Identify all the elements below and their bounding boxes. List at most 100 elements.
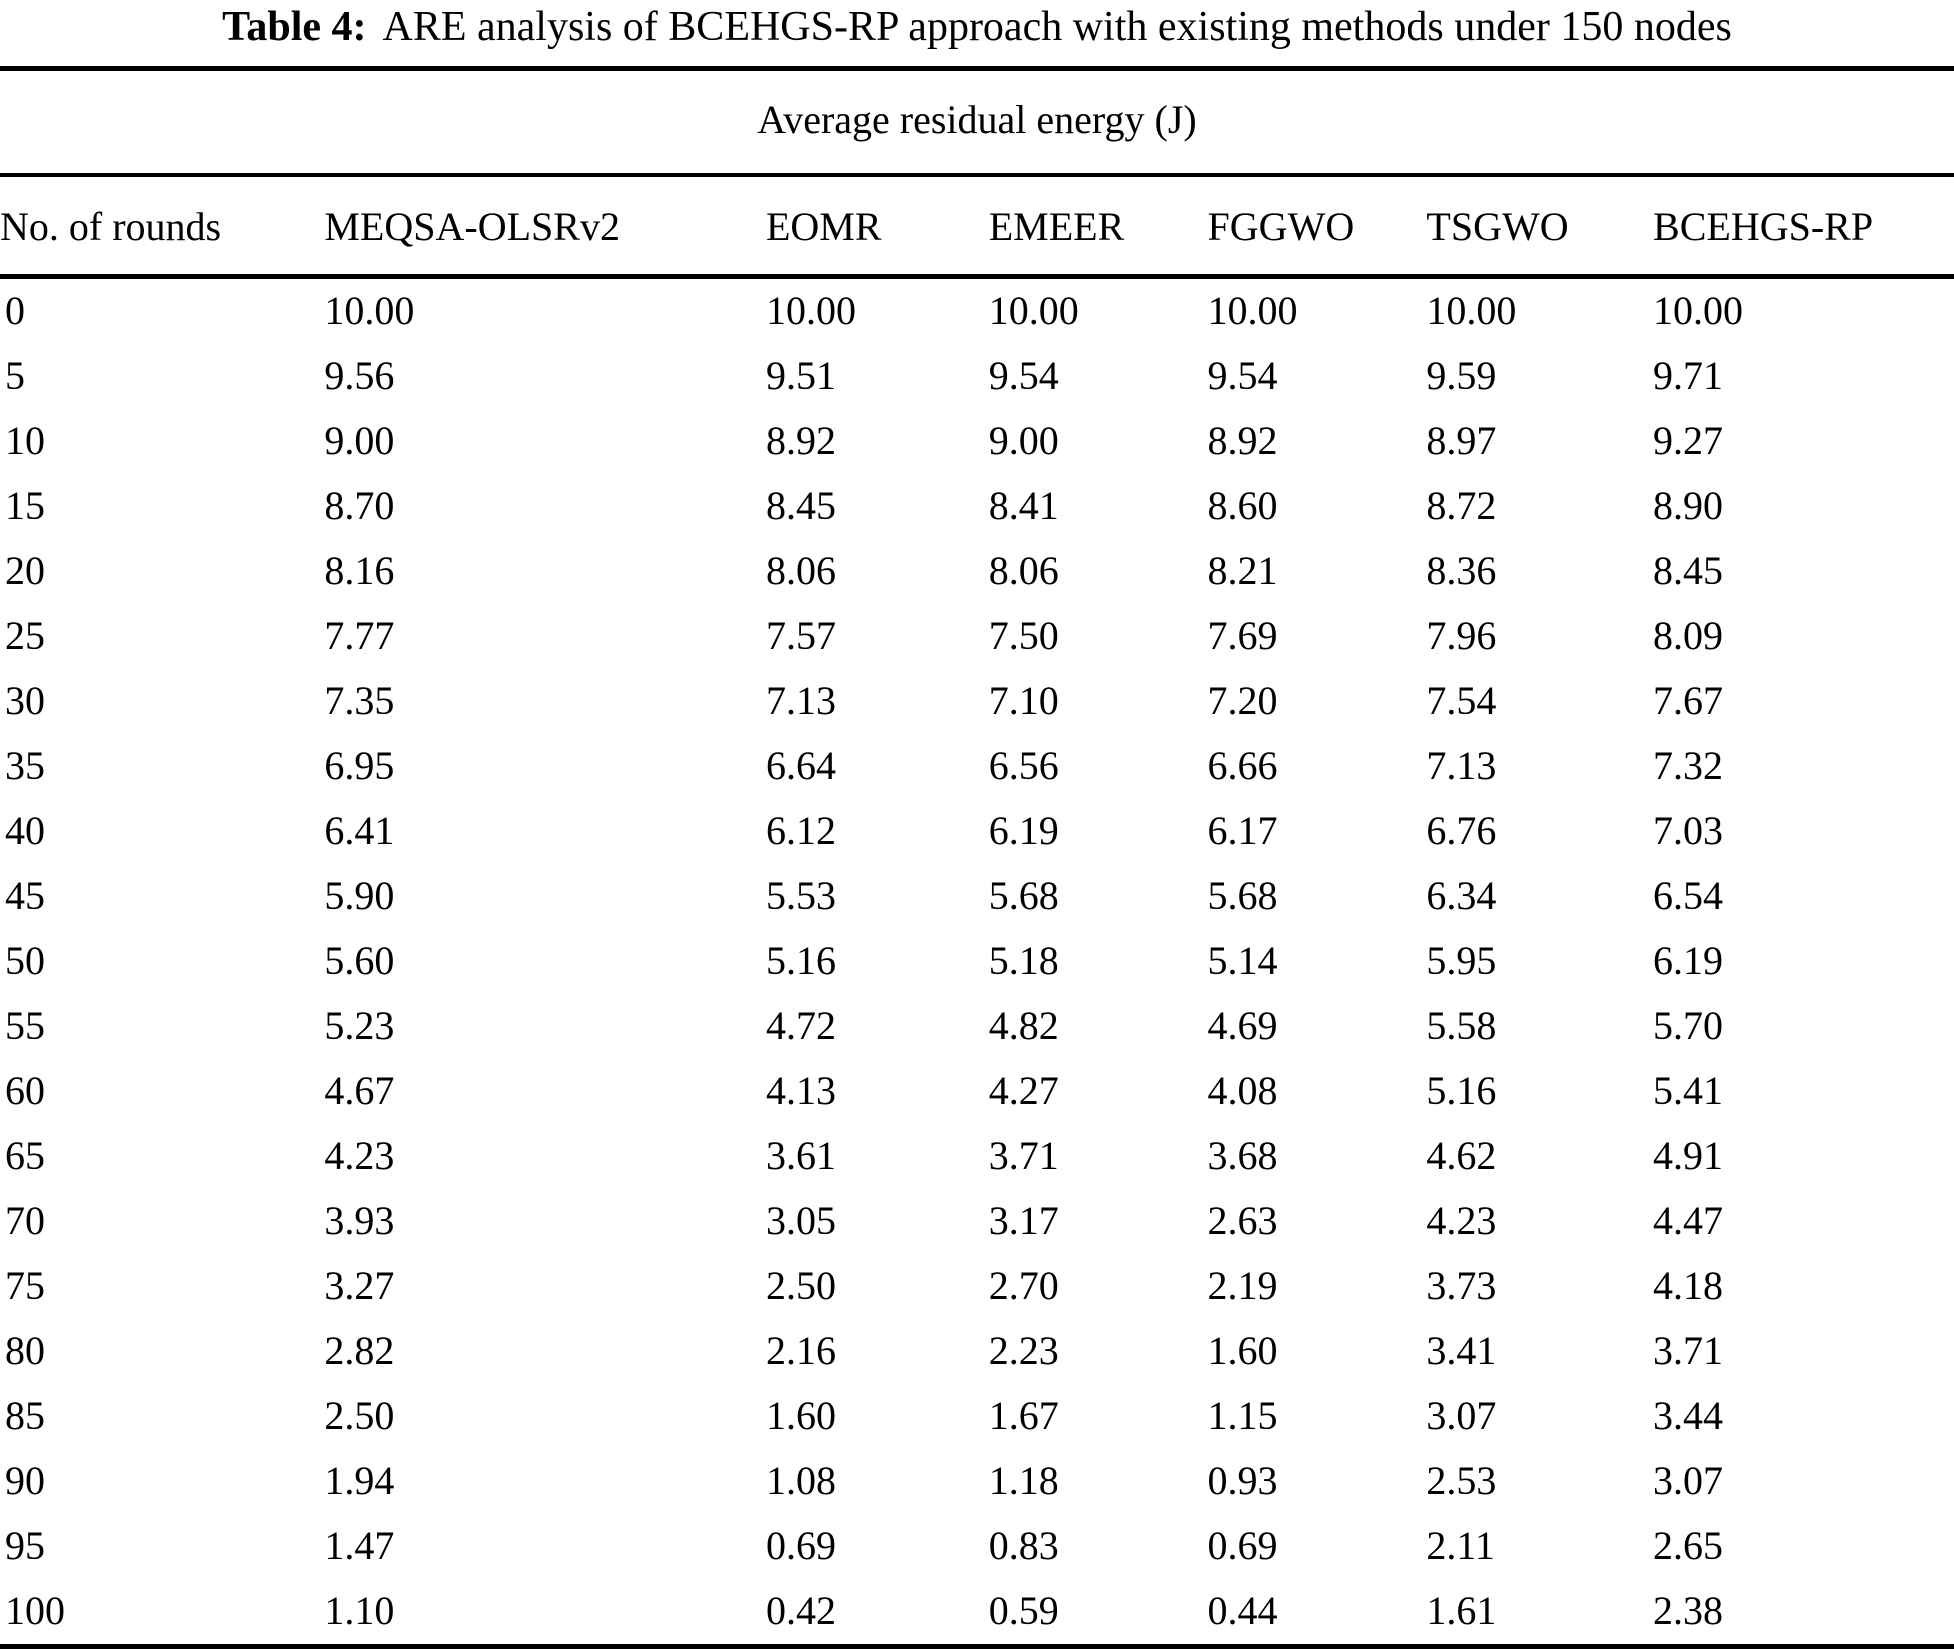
value-cell: 3.41	[1426, 1328, 1497, 1373]
value-cell: 3.17	[988, 1198, 1059, 1243]
value-cell: 4.47	[1653, 1198, 1724, 1243]
table-row: 65 4.23 3.61 3.71 3.68 4.62 4.91	[0, 1124, 1954, 1189]
value-cell: 7.77	[324, 613, 395, 658]
value-cell: 2.65	[1653, 1523, 1724, 1568]
round-cell: 0	[5, 288, 25, 333]
value-cell: 3.61	[765, 1133, 836, 1178]
table-caption: Table 4: ARE analysis of BCEHGS-RP appro…	[0, 0, 1954, 66]
table-row: 60 4.67 4.13 4.27 4.08 5.16 5.41	[0, 1059, 1954, 1124]
value-cell: 5.58	[1426, 1003, 1497, 1048]
value-cell: 8.92	[765, 418, 836, 463]
value-cell: 7.54	[1426, 678, 1497, 723]
column-header: BCEHGS-RP	[1653, 175, 1954, 279]
value-cell: 4.69	[1207, 1003, 1278, 1048]
value-cell: 5.16	[1426, 1068, 1497, 1113]
value-cell: 1.08	[765, 1458, 836, 1503]
value-cell: 10.00	[1207, 288, 1298, 333]
table-row: 50 5.60 5.16 5.18 5.14 5.95 6.19	[0, 929, 1954, 994]
value-cell: 6.19	[988, 808, 1059, 853]
value-cell: 7.13	[1426, 743, 1497, 788]
value-cell: 8.45	[1653, 548, 1724, 593]
round-cell: 75	[5, 1263, 45, 1308]
round-cell: 60	[5, 1068, 45, 1113]
value-cell: 7.96	[1426, 613, 1497, 658]
value-cell: 3.44	[1653, 1393, 1724, 1438]
value-cell: 9.00	[988, 418, 1059, 463]
value-cell: 7.67	[1653, 678, 1724, 723]
value-cell: 5.90	[324, 873, 395, 918]
value-cell: 6.12	[765, 808, 836, 853]
value-cell: 8.90	[1653, 483, 1724, 528]
value-cell: 5.60	[324, 938, 395, 983]
value-cell: 5.70	[1653, 1003, 1724, 1048]
column-header: MEQSA-OLSRv2	[324, 175, 766, 279]
value-cell: 7.10	[988, 678, 1059, 723]
value-cell: 7.13	[765, 678, 836, 723]
value-cell: 4.62	[1426, 1133, 1497, 1178]
value-cell: 1.61	[1426, 1588, 1497, 1633]
round-cell: 65	[5, 1133, 45, 1178]
value-cell: 4.91	[1653, 1133, 1724, 1178]
value-cell: 7.03	[1653, 808, 1724, 853]
round-cell: 85	[5, 1393, 45, 1438]
value-cell: 0.69	[1207, 1523, 1278, 1568]
round-cell: 35	[5, 743, 45, 788]
value-cell: 2.70	[988, 1263, 1059, 1308]
value-cell: 8.06	[765, 548, 836, 593]
round-cell: 50	[5, 938, 45, 983]
round-cell: 15	[5, 483, 45, 528]
value-cell: 1.18	[988, 1458, 1059, 1503]
table-row: 5 9.56 9.51 9.54 9.54 9.59 9.71	[0, 344, 1954, 409]
table-row: 100 1.10 0.42 0.59 0.44 1.61 2.38	[0, 1579, 1954, 1647]
table-row: 10 9.00 8.92 9.00 8.92 8.97 9.27	[0, 409, 1954, 474]
value-cell: 2.53	[1426, 1458, 1497, 1503]
value-cell: 1.10	[324, 1588, 395, 1633]
table-row: 75 3.27 2.50 2.70 2.19 3.73 4.18	[0, 1254, 1954, 1319]
value-cell: 8.45	[765, 483, 836, 528]
value-cell: 3.07	[1653, 1458, 1724, 1503]
column-header: EMEER	[988, 175, 1208, 279]
group-header-row: Average residual energy (J)	[0, 68, 1954, 177]
round-cell: 45	[5, 873, 45, 918]
value-cell: 8.60	[1207, 483, 1278, 528]
value-cell: 4.27	[988, 1068, 1059, 1113]
value-cell: 9.54	[1207, 353, 1278, 398]
value-cell: 9.27	[1653, 418, 1724, 463]
table-row: 25 7.77 7.57 7.50 7.69 7.96 8.09	[0, 604, 1954, 669]
are-data-table: Average residual energy (J) No. of round…	[0, 66, 1954, 1649]
value-cell: 7.69	[1207, 613, 1278, 658]
value-cell: 8.36	[1426, 548, 1497, 593]
value-cell: 4.13	[765, 1068, 836, 1113]
value-cell: 8.70	[324, 483, 395, 528]
table-caption-label: Table 4:	[222, 4, 367, 50]
round-cell: 25	[5, 613, 45, 658]
table-row: 45 5.90 5.53 5.68 5.68 6.34 6.54	[0, 864, 1954, 929]
value-cell: 7.50	[988, 613, 1059, 658]
value-cell: 2.19	[1207, 1263, 1278, 1308]
column-header: EOMR	[765, 175, 989, 279]
value-cell: 2.50	[324, 1393, 395, 1438]
value-cell: 2.63	[1207, 1198, 1278, 1243]
value-cell: 5.95	[1426, 938, 1497, 983]
value-cell: 6.41	[324, 808, 395, 853]
table-row: 95 1.47 0.69 0.83 0.69 2.11 2.65	[0, 1514, 1954, 1579]
value-cell: 3.71	[1653, 1328, 1724, 1373]
value-cell: 7.57	[765, 613, 836, 658]
value-cell: 8.97	[1426, 418, 1497, 463]
value-cell: 9.00	[324, 418, 395, 463]
value-cell: 9.56	[324, 353, 395, 398]
column-header: No. of rounds	[0, 175, 325, 279]
value-cell: 9.71	[1653, 353, 1724, 398]
value-cell: 5.16	[765, 938, 836, 983]
value-cell: 0.83	[988, 1523, 1059, 1568]
table-row: 80 2.82 2.16 2.23 1.60 3.41 3.71	[0, 1319, 1954, 1384]
value-cell: 4.67	[324, 1068, 395, 1113]
table-row: 70 3.93 3.05 3.17 2.63 4.23 4.47	[0, 1189, 1954, 1254]
round-cell: 55	[5, 1003, 45, 1048]
table-row: 55 5.23 4.72 4.82 4.69 5.58 5.70	[0, 994, 1954, 1059]
table-row: 30 7.35 7.13 7.10 7.20 7.54 7.67	[0, 669, 1954, 734]
value-cell: 8.09	[1653, 613, 1724, 658]
value-cell: 4.18	[1653, 1263, 1724, 1308]
value-cell: 5.23	[324, 1003, 395, 1048]
